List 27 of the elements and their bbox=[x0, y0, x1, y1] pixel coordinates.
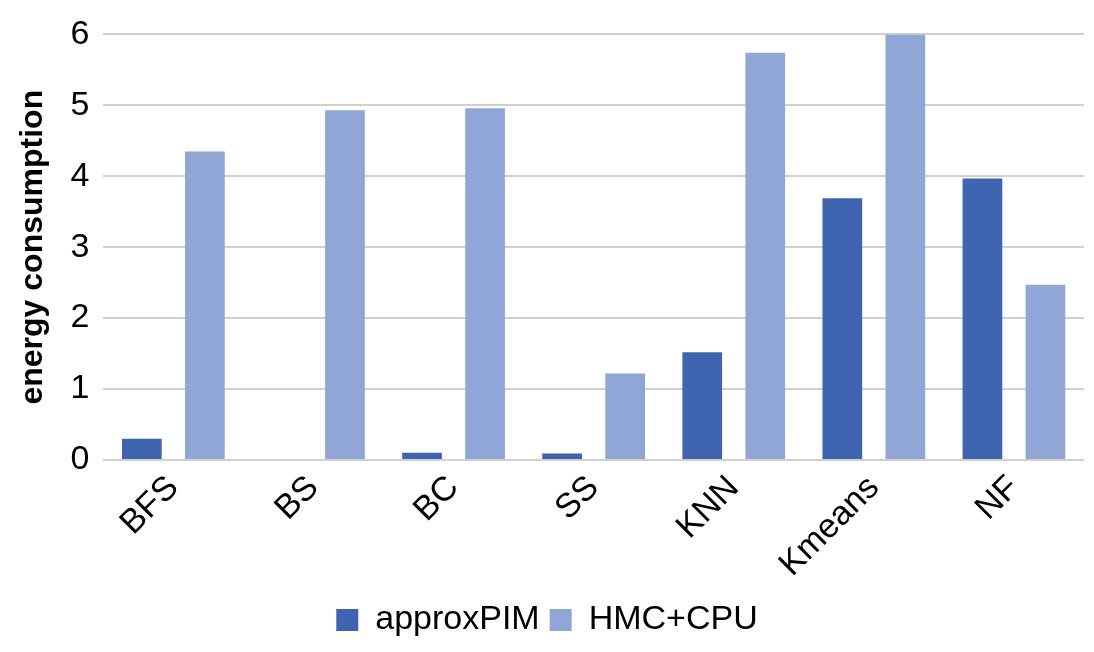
y-tick-label: 5 bbox=[70, 83, 90, 122]
bar bbox=[822, 198, 863, 459]
bar bbox=[745, 52, 786, 459]
bar bbox=[402, 452, 442, 459]
y-tick-label: 2 bbox=[70, 296, 90, 335]
y-tick-label: 0 bbox=[70, 438, 90, 477]
y-tick-label: 6 bbox=[70, 12, 90, 51]
bar bbox=[605, 373, 646, 459]
bar bbox=[885, 34, 926, 459]
x-tick-label: NF bbox=[966, 467, 1026, 527]
bar bbox=[185, 151, 225, 459]
legend-label: HMC+CPU bbox=[588, 598, 758, 637]
y-axis-title: energy consumption bbox=[13, 89, 50, 405]
bar bbox=[465, 108, 505, 459]
legend-label: approxPIM bbox=[375, 598, 540, 637]
bar bbox=[542, 453, 582, 459]
y-tick-label: 3 bbox=[70, 225, 90, 264]
bar bbox=[121, 438, 162, 459]
y-tick-label: 4 bbox=[70, 154, 90, 193]
x-tick-label: BC bbox=[404, 467, 466, 528]
bar bbox=[1025, 284, 1066, 459]
bar bbox=[682, 352, 723, 459]
bar bbox=[325, 110, 365, 459]
x-tick-label: SS bbox=[546, 467, 606, 527]
bar bbox=[962, 178, 1003, 459]
x-tick-label: BS bbox=[266, 467, 326, 527]
y-tick-label: 1 bbox=[70, 367, 90, 406]
